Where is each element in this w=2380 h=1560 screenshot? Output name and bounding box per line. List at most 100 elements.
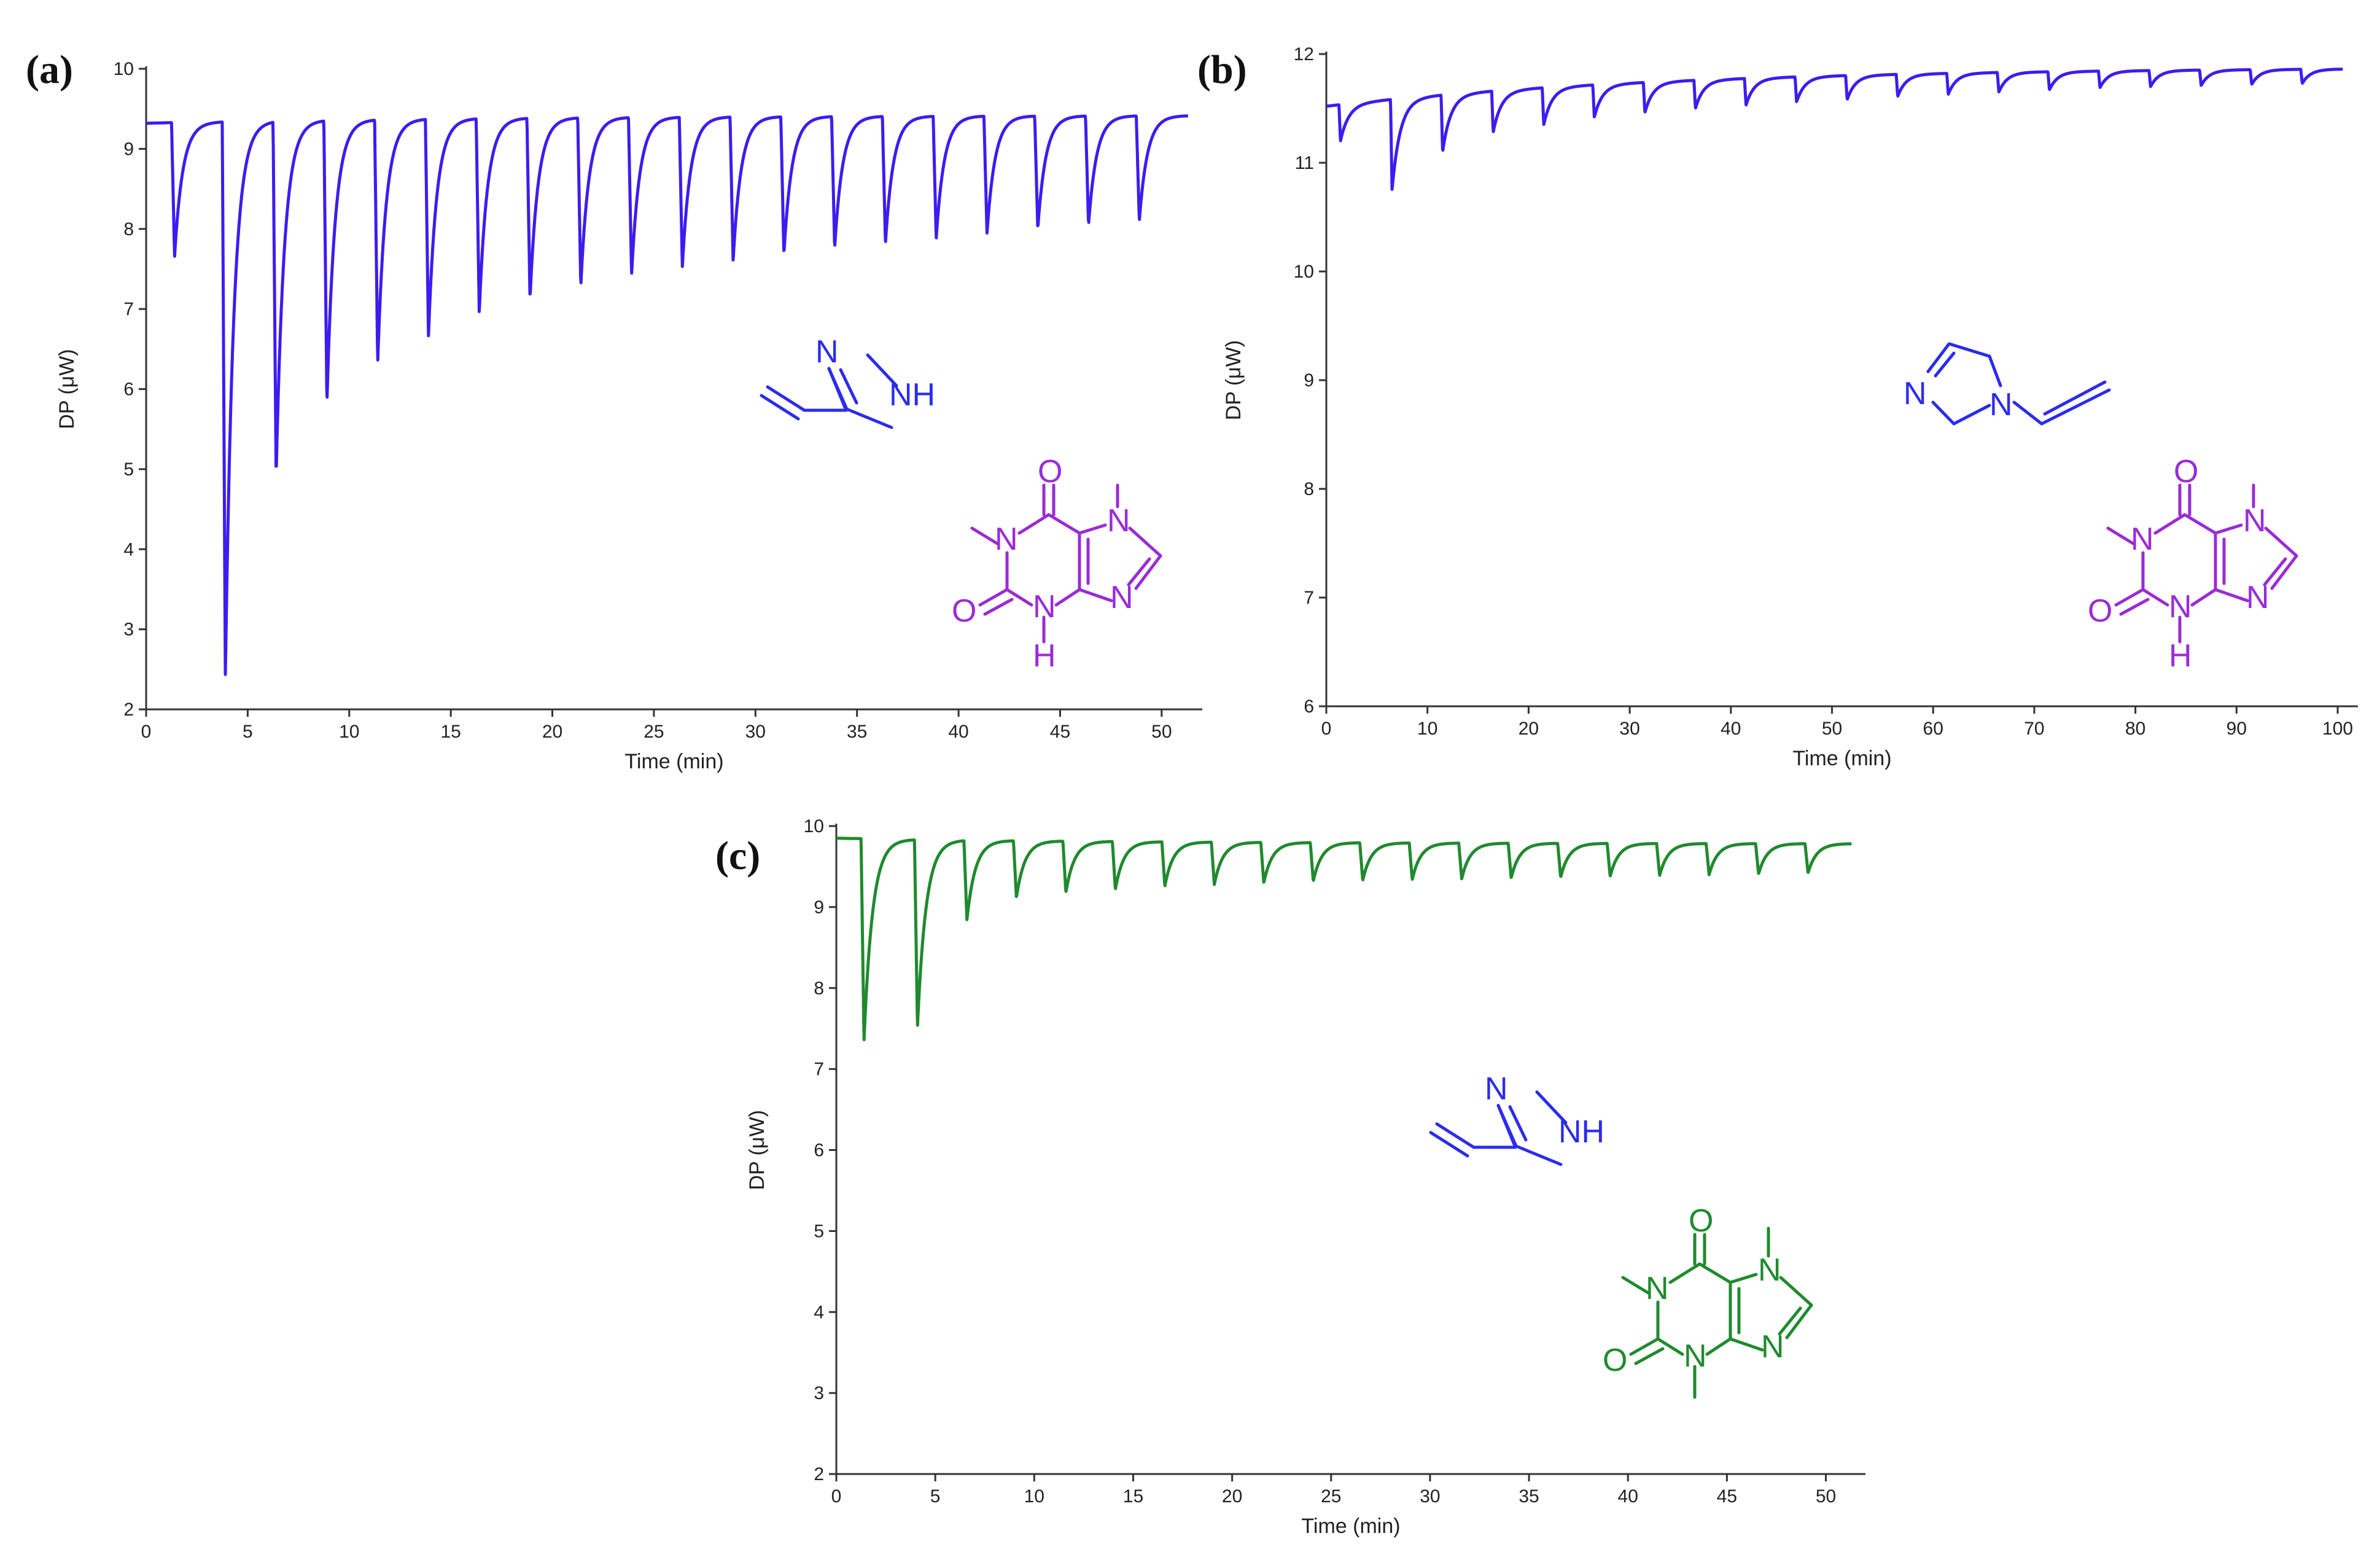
y-tick-label: 10: [114, 59, 134, 79]
injection-peak-7: [1163, 884, 1167, 888]
injection-peak-9: [1262, 881, 1266, 884]
x-tick-label: 0: [831, 1486, 842, 1507]
x-tick-label: 15: [440, 722, 461, 742]
injection-peak-10: [1795, 100, 1799, 104]
x-tick-label: 50: [1822, 719, 1842, 739]
injection-peak-12: [731, 259, 735, 263]
x-tick-label: 20: [1519, 719, 1539, 739]
y-tick-label: 5: [123, 459, 134, 480]
panel-a-theophylline-n1-label: N: [995, 521, 1018, 557]
panel-a-vinylimidazole-bonds: [760, 353, 898, 429]
x-tick-label: 30: [745, 722, 766, 742]
injection-peak-20: [1806, 872, 1810, 875]
injection-peak-6: [1593, 115, 1596, 119]
x-tick-label: 70: [2024, 719, 2044, 739]
panel-b-theophylline-structure: O N N N O N H: [2088, 454, 2298, 674]
panel-b-theophylline-n1-label: N: [2131, 521, 2154, 557]
panel-a-x-axis-label: Time (min): [624, 750, 723, 773]
x-tick-label: 15: [1123, 1486, 1143, 1507]
injection-peak-5: [1064, 891, 1068, 894]
y-tick-label: 2: [123, 700, 134, 720]
y-tick-label: 6: [1304, 696, 1314, 717]
y-tick-label: 9: [123, 139, 134, 159]
injection-peak-4: [325, 402, 329, 405]
injection-peak-12: [1896, 95, 1900, 98]
panel-a-theophylline-bonds: [970, 483, 1162, 644]
panel-c-caffeine-structure: O N N N O N: [1603, 1203, 1813, 1399]
injection-peak-19: [2250, 83, 2254, 87]
panel-a-dp-trace: [145, 114, 1189, 676]
panel-c-dp-trace: [835, 837, 1853, 1042]
injection-peak-9: [1744, 103, 1748, 107]
x-tick-label: 25: [644, 722, 664, 742]
y-tick-label: 10: [804, 816, 824, 837]
y-tick-label: 11: [1295, 153, 1314, 173]
injection-peak-16: [1608, 875, 1612, 878]
panel-a-theophylline-structure: O N N N O N H: [952, 454, 1162, 674]
panel-b-theophylline-n3-label: N: [2169, 589, 2192, 625]
injection-peak-8: [1213, 883, 1216, 886]
injection-peak-6: [427, 335, 430, 339]
injection-peak-20: [1138, 219, 1141, 223]
panel-c-caffeine-n9-label: N: [1761, 1329, 1784, 1365]
x-tick-label: 10: [339, 722, 359, 742]
injection-peak-8: [528, 298, 532, 302]
injection-peak-5: [1542, 123, 1546, 127]
injection-peak-2: [224, 677, 227, 681]
y-tick-label: 10: [1294, 262, 1314, 282]
injection-peak-5: [376, 362, 379, 365]
injection-peak-19: [1757, 872, 1760, 876]
injection-peak-17: [1658, 873, 1662, 877]
panel-b-y-axis-label: DP (μW): [1222, 340, 1245, 420]
panel-a-y-axis-label: DP (μW): [55, 349, 79, 429]
x-tick-label: 45: [1050, 722, 1070, 742]
injection-peak-19: [1087, 223, 1091, 227]
injection-peak-13: [1946, 93, 1950, 96]
injection-peak-20: [2300, 82, 2304, 85]
panel-c-vinylimidazole-structure: N NH: [1429, 1071, 1604, 1166]
injection-peak-7: [478, 311, 481, 315]
x-tick-label: 10: [1417, 719, 1437, 739]
injection-peak-3: [965, 918, 969, 921]
y-tick-label: 5: [814, 1221, 824, 1241]
x-tick-label: 50: [1816, 1486, 1836, 1507]
injection-peak-11: [1361, 878, 1364, 882]
injection-peak-1: [1339, 139, 1342, 143]
panel-c-y-axis-label: DP (μW): [745, 1110, 769, 1190]
panel-b-letter: (b): [1197, 47, 1247, 92]
y-tick-label: 6: [123, 380, 134, 400]
x-tick-label: 40: [948, 722, 968, 742]
y-tick-label: 3: [123, 620, 134, 640]
injection-peak-1: [173, 255, 176, 259]
injection-peak-14: [1509, 876, 1513, 879]
x-tick-label: 0: [1321, 719, 1332, 739]
injection-peak-2: [1390, 188, 1394, 192]
panel-a-theophylline-o2-label: O: [952, 593, 976, 629]
injection-peak-17: [2149, 85, 2152, 88]
x-tick-label: 100: [2322, 719, 2353, 739]
panel-b-peak-markers: [1339, 82, 2304, 192]
injection-peak-17: [985, 232, 989, 236]
y-tick-label: 7: [123, 299, 134, 319]
panel-a-theophylline-n3-label: N: [1033, 589, 1056, 625]
panel-c-caffeine-bonds: [1621, 1227, 1813, 1399]
panel-a-theophylline-n7-label: N: [1107, 503, 1130, 539]
x-tick-label: 50: [1151, 722, 1172, 742]
panel-a-letter: (a): [26, 47, 73, 92]
injection-peak-11: [1845, 98, 1849, 101]
x-tick-label: 5: [243, 722, 253, 742]
x-tick-label: 20: [542, 722, 562, 742]
panel-c-caffeine-n7-label: N: [1758, 1252, 1781, 1288]
panel-a-theophylline-h3-label: H: [1033, 638, 1056, 674]
panel-a-theophylline-n9-label: N: [1110, 580, 1134, 615]
x-tick-label: 0: [141, 722, 152, 742]
injection-peak-3: [1441, 150, 1444, 154]
y-tick-label: 6: [814, 1141, 824, 1161]
panel-c-vinylimidazole-bonds: [1429, 1090, 1568, 1166]
injection-peak-18: [1036, 227, 1040, 231]
y-tick-label: 8: [123, 219, 134, 240]
panel-c-caffeine-o2-label: O: [1603, 1343, 1627, 1378]
